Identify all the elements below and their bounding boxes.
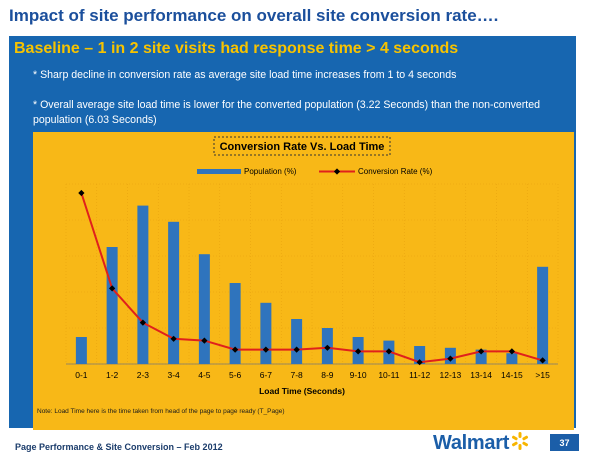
- chart-note: Note: Load Time here is the time taken f…: [37, 408, 285, 415]
- x-tick-9-10: 9-10: [350, 370, 367, 380]
- legend-conversion-label: Conversion Rate (%): [358, 167, 433, 176]
- logo-wordmark: Walmart: [433, 432, 510, 454]
- bar-11-12: [414, 346, 426, 364]
- x-tick-5-6: 5-6: [229, 370, 242, 380]
- x-tick->15: >15: [535, 370, 550, 380]
- legend-conversion-marker: [333, 168, 341, 175]
- marker-12-13: [447, 355, 454, 362]
- bar-5-6: [229, 283, 241, 364]
- x-tick-12-13: 12-13: [440, 370, 462, 380]
- chart-title-box: [213, 136, 391, 156]
- spark-icon: [510, 431, 530, 456]
- gridlines: [65, 183, 559, 365]
- x-tick-3-4: 3-4: [167, 370, 180, 380]
- x-tick-11-12: 11-12: [409, 370, 430, 380]
- page-number-badge: 37: [550, 434, 579, 451]
- content-panel: Baseline – 1 in 2 site visits had respon…: [9, 36, 576, 430]
- x-tick-6-7: 6-7: [260, 370, 273, 380]
- slide-title: Impact of site performance on overall si…: [9, 6, 499, 25]
- slide-subtitle: Baseline – 1 in 2 site visits had respon…: [14, 40, 459, 57]
- bar-7-8: [291, 319, 303, 364]
- marker-7-8: [293, 346, 300, 353]
- x-tick-7-8: 7-8: [290, 370, 303, 380]
- chart-title: Conversion Rate Vs. Load Time: [220, 141, 385, 153]
- walmart-logo: Walmart: [433, 431, 530, 456]
- marker-14-15: [508, 348, 515, 355]
- bar->15: [537, 266, 549, 364]
- bar-4-5: [198, 254, 210, 364]
- x-axis-label: Load Time (Seconds): [259, 386, 345, 396]
- bar-3-4: [168, 221, 180, 364]
- footer-text: Page Performance & Site Conversion – Feb…: [15, 442, 223, 452]
- conversion-load-chart: 0-1 1-2 2-3 3-4 4-5 5-6 6-7 7-8 8-9 9-10 10-11 11-1…: [37, 136, 559, 415]
- chart-area: 0-1 1-2 2-3 3-4 4-5 5-6 6-7 7-8 8-9 9-10 10-11 11-1…: [33, 132, 574, 430]
- legend: Population (%) Conversion Rate (%): [197, 167, 433, 176]
- line-series: [78, 189, 546, 366]
- x-tick-1-2: 1-2: [106, 370, 119, 380]
- legend-population-swatch: [197, 169, 241, 174]
- x-tick-13-14: 13-14: [470, 370, 492, 380]
- bar-14-15: [506, 353, 518, 364]
- bullet-2: * Overall average site load time is lowe…: [33, 99, 541, 126]
- x-tick-14-15: 14-15: [501, 370, 523, 380]
- conversion-line: [80, 192, 543, 364]
- x-tick-0-1: 0-1: [75, 370, 88, 380]
- bullet-1: * Sharp decline in conversion rate as av…: [33, 69, 457, 81]
- bar-1-2: [106, 247, 118, 364]
- marker-1-2: [109, 285, 116, 292]
- bar-6-7: [260, 302, 272, 364]
- legend-population-label: Population (%): [244, 167, 297, 176]
- bar-2-3: [137, 205, 149, 364]
- x-tick-10-11: 10-11: [378, 370, 399, 380]
- bar-13-14: [475, 349, 487, 364]
- x-tick-labels: 0-1 1-2 2-3 3-4 4-5 5-6 6-7 7-8 8-9 9-10 10-11 11-1…: [75, 370, 550, 380]
- x-tick-2-3: 2-3: [137, 370, 150, 380]
- marker-0-1: [78, 189, 85, 197]
- x-tick-8-9: 8-9: [321, 370, 334, 380]
- x-tick-4-5: 4-5: [198, 370, 211, 380]
- bar-0-1: [75, 337, 87, 364]
